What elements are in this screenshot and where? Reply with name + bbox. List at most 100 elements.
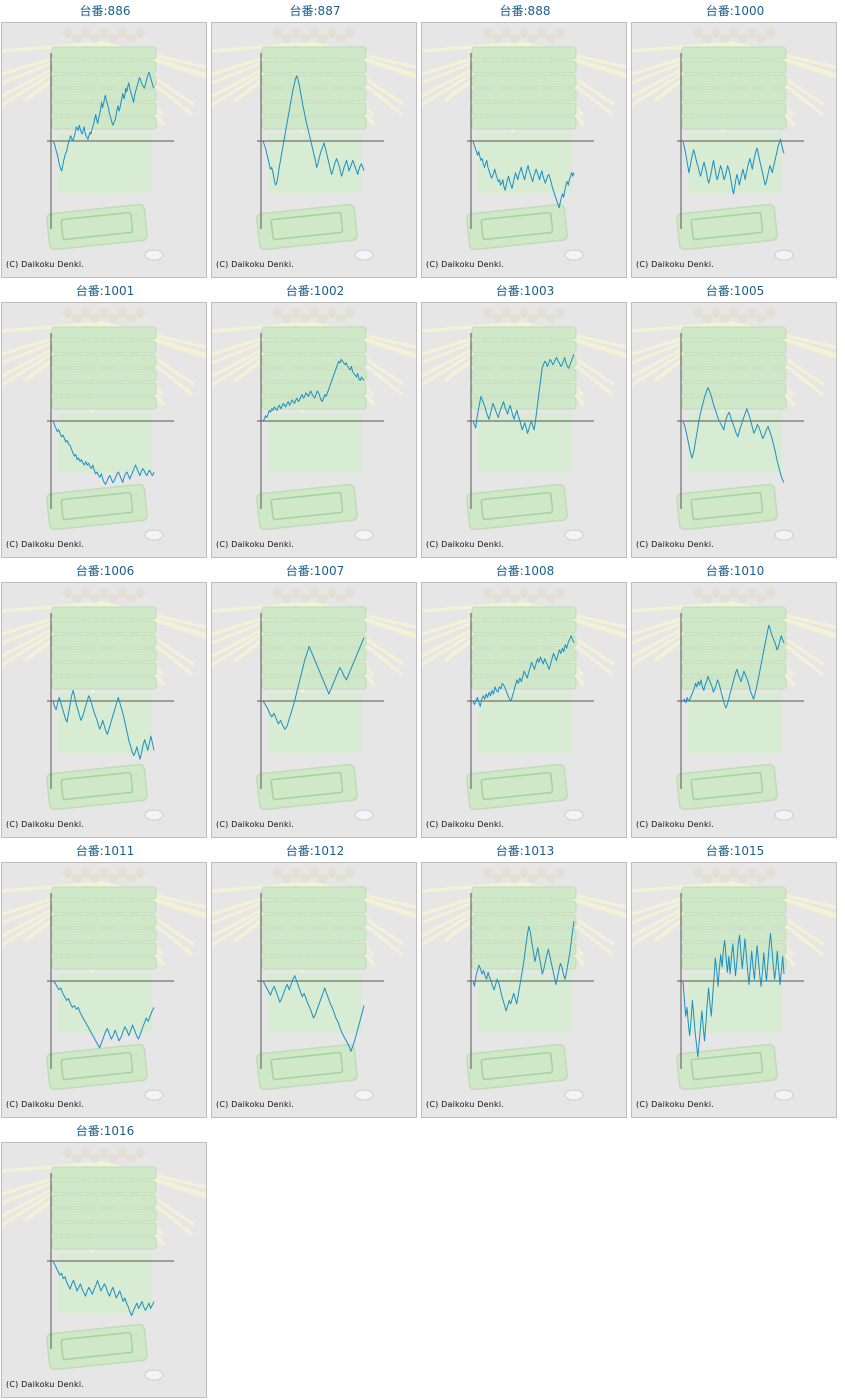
line-chart bbox=[632, 868, 836, 1101]
chart-frame: (C) Daikoku Denki. bbox=[631, 302, 837, 558]
chart-panel: 台番:1013 (C) Daikoku Denki. bbox=[420, 840, 630, 1120]
copyright-label: (C) Daikoku Denki. bbox=[426, 1100, 505, 1109]
chart-title: 台番:887 bbox=[289, 4, 341, 18]
chart-title: 台番:1006 bbox=[75, 564, 135, 578]
watermark-illustration bbox=[422, 588, 626, 821]
copyright-label: (C) Daikoku Denki. bbox=[636, 540, 715, 549]
watermark-illustration bbox=[422, 308, 626, 541]
copyright-label: (C) Daikoku Denki. bbox=[426, 820, 505, 829]
chart-frame: (C) Daikoku Denki. bbox=[421, 302, 627, 558]
chart-frame: (C) Daikoku Denki. bbox=[211, 22, 417, 278]
chart-panel: 台番:887 (C) Daikoku Denki. bbox=[210, 0, 420, 280]
data-series-line bbox=[682, 624, 785, 709]
chart-frame: (C) Daikoku Denki. bbox=[421, 22, 627, 278]
copyright-label: (C) Daikoku Denki. bbox=[6, 1380, 85, 1389]
data-series-line bbox=[52, 689, 155, 760]
chart-panel: 台番:1003 (C) Daikoku Denki. bbox=[420, 280, 630, 560]
watermark-illustration bbox=[632, 868, 836, 1101]
watermark-illustration bbox=[212, 868, 416, 1101]
data-series-line bbox=[682, 387, 785, 483]
chart-panel: 台番:1001 (C) Daikoku Denki. bbox=[0, 280, 210, 560]
chart-title: 台番:886 bbox=[79, 4, 131, 18]
data-series-line bbox=[52, 1260, 155, 1317]
chart-frame: (C) Daikoku Denki. bbox=[1, 862, 207, 1118]
watermark-illustration bbox=[2, 588, 206, 821]
chart-title: 台番:1005 bbox=[705, 284, 765, 298]
chart-frame: (C) Daikoku Denki. bbox=[211, 302, 417, 558]
chart-title: 台番:1015 bbox=[705, 844, 765, 858]
data-series-line bbox=[472, 921, 575, 1012]
copyright-label: (C) Daikoku Denki. bbox=[636, 1100, 715, 1109]
line-chart bbox=[422, 868, 626, 1101]
chart-frame: (C) Daikoku Denki. bbox=[421, 582, 627, 838]
watermark-illustration bbox=[422, 28, 626, 261]
chart-title: 台番:1010 bbox=[705, 564, 765, 578]
copyright-label: (C) Daikoku Denki. bbox=[6, 260, 85, 269]
copyright-label: (C) Daikoku Denki. bbox=[216, 1100, 295, 1109]
chart-panel: 台番:888 (C) Daikoku Denki. bbox=[420, 0, 630, 280]
chart-title: 台番:1003 bbox=[495, 284, 555, 298]
chart-panel: 台番:1005 (C) Daikoku Denki. bbox=[630, 280, 840, 560]
chart-panel: 台番:886 (C) Daikoku Denki. bbox=[0, 0, 210, 280]
copyright-label: (C) Daikoku Denki. bbox=[636, 820, 715, 829]
chart-frame: (C) Daikoku Denki. bbox=[1, 22, 207, 278]
chart-frame: (C) Daikoku Denki. bbox=[631, 582, 837, 838]
line-chart bbox=[2, 868, 206, 1101]
copyright-label: (C) Daikoku Denki. bbox=[216, 820, 295, 829]
copyright-label: (C) Daikoku Denki. bbox=[636, 260, 715, 269]
line-chart bbox=[2, 588, 206, 821]
chart-panel: 台番:1011 (C) Daikoku Denki. bbox=[0, 840, 210, 1120]
chart-frame: (C) Daikoku Denki. bbox=[631, 22, 837, 278]
line-chart bbox=[2, 28, 206, 261]
line-chart bbox=[632, 28, 836, 261]
data-series-line bbox=[52, 420, 155, 485]
watermark-illustration bbox=[212, 308, 416, 541]
chart-frame: (C) Daikoku Denki. bbox=[1, 302, 207, 558]
line-chart bbox=[422, 28, 626, 261]
chart-frame: (C) Daikoku Denki. bbox=[421, 862, 627, 1118]
watermark-illustration bbox=[2, 1148, 206, 1381]
line-chart bbox=[212, 308, 416, 541]
data-series-line bbox=[682, 138, 785, 195]
chart-panel: 台番:1002 (C) Daikoku Denki. bbox=[210, 280, 420, 560]
chart-title: 台番:888 bbox=[499, 4, 551, 18]
watermark-illustration bbox=[212, 588, 416, 821]
watermark-illustration bbox=[422, 868, 626, 1101]
copyright-label: (C) Daikoku Denki. bbox=[426, 260, 505, 269]
watermark-illustration bbox=[2, 28, 206, 261]
chart-frame: (C) Daikoku Denki. bbox=[1, 1142, 207, 1398]
chart-title: 台番:1007 bbox=[285, 564, 345, 578]
data-series-line bbox=[262, 358, 365, 422]
data-series-line bbox=[682, 933, 785, 1058]
copyright-label: (C) Daikoku Denki. bbox=[426, 540, 505, 549]
line-chart bbox=[212, 868, 416, 1101]
line-chart bbox=[2, 308, 206, 541]
copyright-label: (C) Daikoku Denki. bbox=[6, 820, 85, 829]
chart-title: 台番:1016 bbox=[75, 1124, 135, 1138]
line-chart bbox=[422, 308, 626, 541]
chart-frame: (C) Daikoku Denki. bbox=[1, 582, 207, 838]
watermark-illustration bbox=[632, 308, 836, 541]
data-series-line bbox=[52, 71, 155, 172]
chart-title: 台番:1002 bbox=[285, 284, 345, 298]
chart-panel: 台番:1000 (C) Daikoku Denki. bbox=[630, 0, 840, 280]
data-series-line bbox=[262, 637, 365, 730]
line-chart bbox=[2, 1148, 206, 1381]
chart-title: 台番:1000 bbox=[705, 4, 765, 18]
chart-frame: (C) Daikoku Denki. bbox=[211, 582, 417, 838]
chart-panel: 台番:1015 (C) Daikoku Denki. bbox=[630, 840, 840, 1120]
chart-panel: 台番:1010 (C) Daikoku Denki. bbox=[630, 560, 840, 840]
watermark-illustration bbox=[2, 308, 206, 541]
data-series-line bbox=[262, 975, 365, 1052]
data-series-line bbox=[472, 353, 575, 434]
chart-title: 台番:1013 bbox=[495, 844, 555, 858]
line-chart bbox=[632, 588, 836, 821]
copyright-label: (C) Daikoku Denki. bbox=[6, 540, 85, 549]
data-series-line bbox=[472, 635, 575, 707]
watermark-illustration bbox=[212, 28, 416, 261]
chart-panel: 台番:1007 (C) Daikoku Denki. bbox=[210, 560, 420, 840]
watermark-illustration bbox=[632, 588, 836, 821]
copyright-label: (C) Daikoku Denki. bbox=[216, 260, 295, 269]
chart-frame: (C) Daikoku Denki. bbox=[631, 862, 837, 1118]
